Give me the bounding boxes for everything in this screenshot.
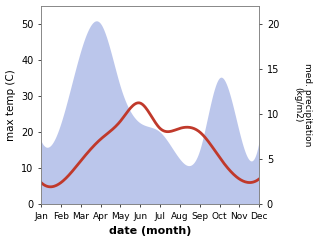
- X-axis label: date (month): date (month): [109, 227, 191, 236]
- Y-axis label: med. precipitation
(kg/m2): med. precipitation (kg/m2): [293, 63, 313, 147]
- Y-axis label: max temp (C): max temp (C): [5, 69, 16, 141]
